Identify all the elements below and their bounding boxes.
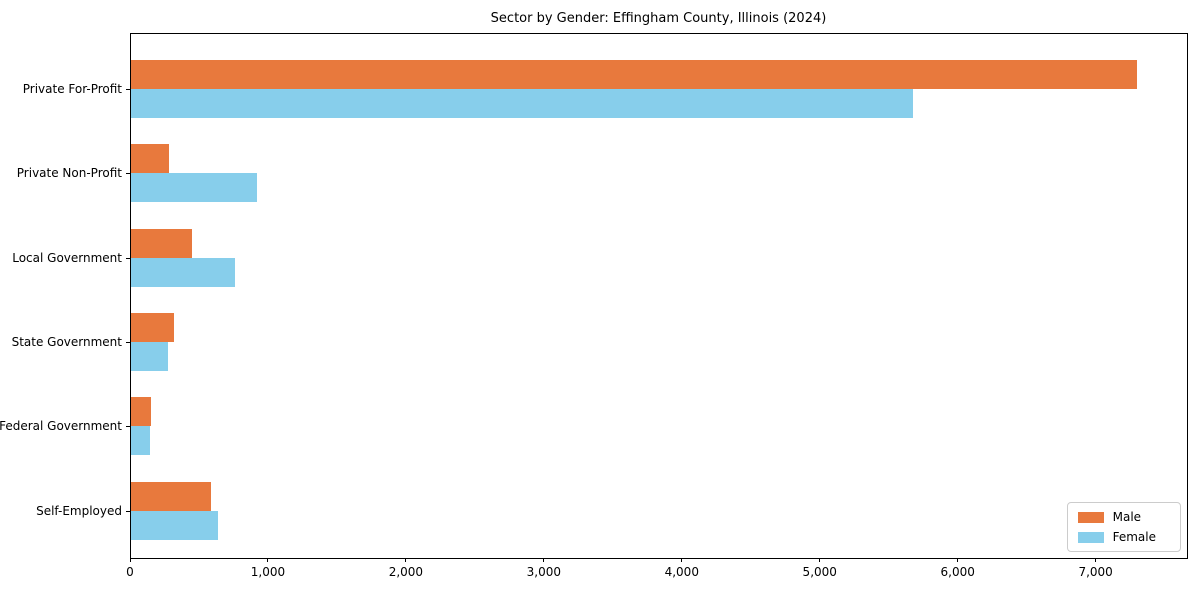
bar-male-self-employed <box>131 481 211 511</box>
y-tick-label-state-government: State Government <box>11 335 122 350</box>
category-row-self-employed: Self-Employed <box>36 469 1187 553</box>
x-tick-label-6000: 6,000 <box>940 565 975 579</box>
legend-label-female: Female <box>1112 530 1156 544</box>
legend-item-male: Male <box>1077 510 1170 524</box>
x-tick-mark <box>1095 558 1097 562</box>
y-tick-label-private-for-profit: Private For-Profit <box>22 82 122 97</box>
bar-male-local-government <box>131 228 192 258</box>
bar-male-state-government <box>131 313 174 343</box>
bar-female-state-government <box>131 342 168 372</box>
y-tick-label-self-employed: Self-Employed <box>36 503 122 518</box>
y-tick-label-federal-government: Federal Government <box>0 419 122 434</box>
y-tick-mark <box>126 426 130 428</box>
legend-item-female: Female <box>1077 530 1170 544</box>
x-tick-label-5000: 5,000 <box>802 565 837 579</box>
x-tick-label-4000: 4,000 <box>664 565 699 579</box>
legend-swatch-female <box>1077 531 1104 543</box>
legend: Male Female <box>1066 502 1181 552</box>
category-row-federal-government: Federal Government <box>0 384 1187 468</box>
y-tick-label-private-non-profit: Private Non-Profit <box>16 166 122 181</box>
y-tick-mark <box>126 257 130 259</box>
bar-male-federal-government <box>131 397 151 427</box>
x-tick-mark <box>267 558 269 562</box>
bar-female-local-government <box>131 257 236 287</box>
x-tick-label-7000: 7,000 <box>1078 565 1113 579</box>
category-row-private-non-profit: Private Non-Profit <box>17 131 1187 215</box>
x-tick-mark <box>957 558 959 562</box>
bar-female-private-for-profit <box>131 89 914 119</box>
y-tick-label-local-government: Local Government <box>12 250 122 265</box>
y-tick-mark <box>126 89 130 91</box>
plot-area: Private For-Profit Private Non-Profit Loca… <box>0 33 1188 559</box>
bar-female-self-employed <box>131 510 218 540</box>
x-tick-label-0: 0 <box>126 565 134 579</box>
y-tick-mark <box>126 173 130 175</box>
x-tick-mark <box>405 558 407 562</box>
x-tick-mark <box>819 558 821 562</box>
bar-male-private-for-profit <box>131 60 1137 90</box>
bar-female-federal-government <box>131 426 151 456</box>
x-tick-label-2000: 2,000 <box>388 565 424 579</box>
x-axis: 0 1,000 2,000 3,000 4,000 5,000 6,000 7,000 <box>126 558 1186 588</box>
bar-rows-container: Private For-Profit Private Non-Profit Loca… <box>0 34 1187 558</box>
x-tick-mark <box>543 558 545 562</box>
x-tick-label-3000: 3,000 <box>526 565 562 579</box>
category-row-state-government: State Government <box>12 300 1187 384</box>
bar-female-private-non-profit <box>131 173 257 203</box>
x-tick-label-1000: 1,000 <box>250 565 286 579</box>
x-tick-mark <box>129 558 131 562</box>
y-tick-mark <box>126 342 130 344</box>
legend-label-male: Male <box>1112 510 1142 524</box>
x-tick-mark <box>681 558 683 562</box>
category-row-private-for-profit: Private For-Profit <box>23 47 1187 131</box>
category-row-local-government: Local Government <box>12 216 1187 300</box>
bar-male-private-non-profit <box>131 144 169 174</box>
legend-swatch-male <box>1077 511 1104 523</box>
chart-title: Sector by Gender: Effingham County, Illi… <box>490 11 827 26</box>
y-tick-mark <box>126 510 130 512</box>
